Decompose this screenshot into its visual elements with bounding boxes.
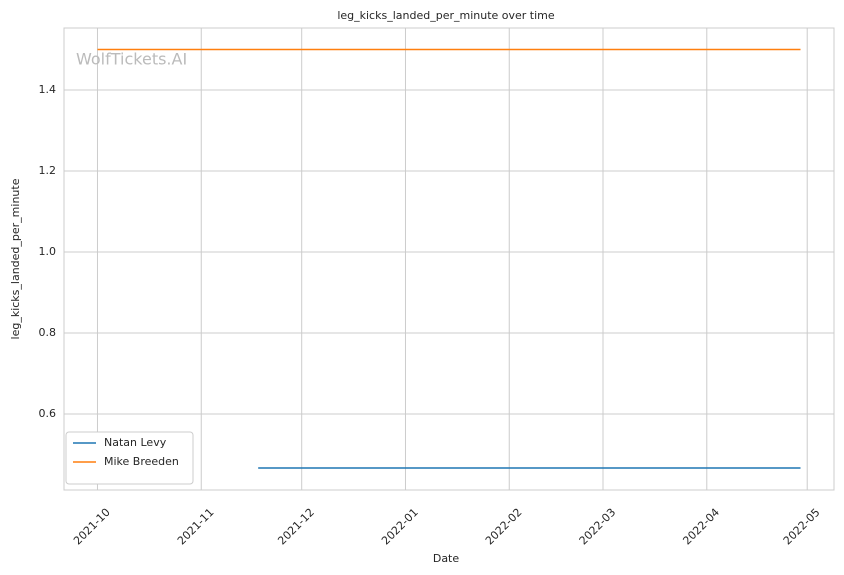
y-axis-label: leg_kicks_landed_per_minute xyxy=(9,178,22,339)
y-tick-label: 0.8 xyxy=(39,326,57,339)
chart-title: leg_kicks_landed_per_minute over time xyxy=(337,9,555,22)
y-tick-label: 1.2 xyxy=(39,164,57,177)
x-tick-label: 2022-04 xyxy=(680,506,722,548)
x-tick-label: 2022-05 xyxy=(781,506,823,548)
watermark: WolfTickets.AI xyxy=(76,50,187,69)
x-tick-label: 2021-10 xyxy=(71,506,113,548)
x-tick-label: 2021-11 xyxy=(175,506,217,548)
y-tick-label: 0.6 xyxy=(39,407,57,420)
legend-label: Natan Levy xyxy=(104,436,167,449)
y-tick-label: 1.4 xyxy=(39,83,57,96)
x-tick-label: 2022-01 xyxy=(379,506,421,548)
legend-box xyxy=(65,431,194,485)
y-tick-label: 1.0 xyxy=(39,245,57,258)
legend-label: Mike Breeden xyxy=(104,455,179,468)
x-tick-label: 2022-02 xyxy=(483,506,525,548)
x-axis-label: Date xyxy=(433,552,460,565)
x-tick-label: 2021-12 xyxy=(275,506,317,548)
x-tick-label: 2022-03 xyxy=(577,506,619,548)
plot-frame xyxy=(63,27,835,491)
